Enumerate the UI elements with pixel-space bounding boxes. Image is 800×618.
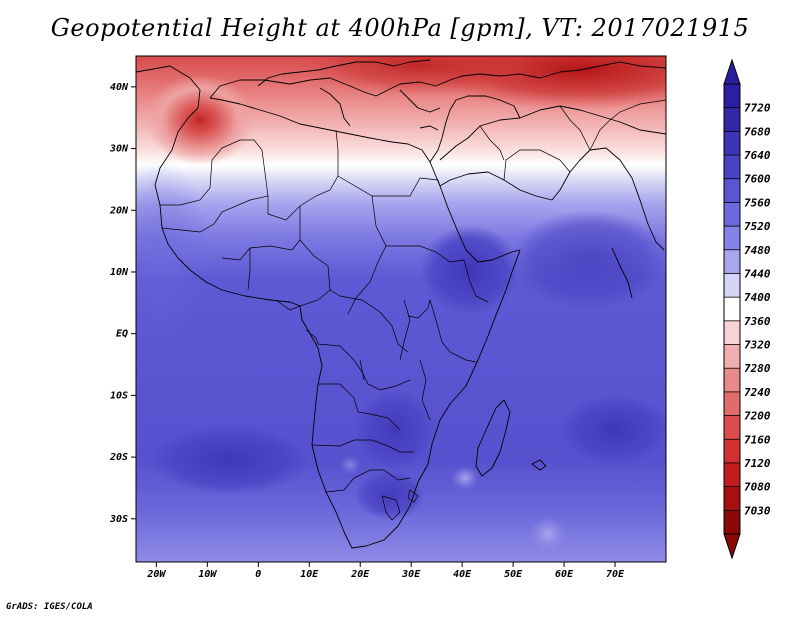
colorbar-label: 7520 (744, 220, 771, 233)
x-tick-label: 40E (453, 569, 472, 580)
x-tick-label: 0 (255, 569, 261, 580)
x-axis: 20W 10W 0 10E 20E 30E 40E 50E 60E 70E (146, 562, 625, 580)
colorbar-label: 7480 (744, 244, 771, 257)
colorbar-label: 7120 (744, 457, 771, 470)
height-field (136, 56, 666, 562)
colorbar-swatch (724, 107, 740, 132)
x-tick-label: 60E (555, 569, 574, 580)
x-tick-label: 20E (350, 569, 370, 580)
colorbar-swatch (724, 486, 740, 511)
colorbar-label: 7320 (744, 339, 771, 352)
colorbar-swatch (724, 273, 740, 298)
colorbar-label: 7080 (744, 481, 771, 494)
colorbar-label: 7680 (744, 125, 771, 138)
grads-credit: GrADS: IGES/COLA (6, 602, 93, 612)
colorbar-label: 7030 (744, 504, 771, 517)
x-tick-label: 50E (504, 569, 523, 580)
colorbar-swatch (724, 368, 740, 393)
colorbar-swatch (724, 320, 740, 345)
y-tick-label: 30N (109, 144, 129, 155)
colorbar-top-arrow (723, 58, 741, 85)
colorbar-label: 7720 (744, 102, 771, 115)
colorbar-label: 7160 (744, 433, 771, 446)
y-tick-label: 20S (109, 452, 128, 463)
colorbar-label: 7600 (744, 173, 771, 186)
colorbar-label: 7400 (744, 291, 771, 304)
colorbar-swatch (724, 131, 740, 156)
colorbar: 7720 7680 7640 7600 7560 7520 7480 7440 7400 7360… (723, 58, 771, 560)
colorbar-swatch (724, 439, 740, 464)
y-axis: 40N 30N 20N 10N EQ 10S 20S 30S (109, 82, 136, 525)
colorbar-label: 7640 (744, 149, 771, 162)
x-tick-label: 20W (146, 569, 166, 580)
colorbar-label: 7200 (744, 410, 771, 423)
colorbar-swatch (724, 249, 740, 274)
x-tick-label: 70E (606, 569, 625, 580)
x-tick-label: 30E (401, 569, 421, 580)
colorbar-label: 7280 (744, 362, 771, 375)
colorbar-swatch (724, 297, 740, 322)
y-tick-label: 40N (110, 82, 129, 93)
colorbar-swatch (724, 415, 740, 440)
country-borders (160, 99, 666, 521)
colorbar-swatch (724, 510, 740, 535)
x-tick-label: 10E (300, 569, 319, 580)
colorbar-label: 7360 (744, 315, 771, 328)
y-tick-label: 20N (109, 205, 129, 216)
colorbar-swatch (724, 462, 740, 487)
y-tick-label: 30S (109, 514, 128, 525)
colorbar-label: 7440 (744, 267, 771, 280)
page-title: Geopotential Height at 400hPa [gpm], VT:… (50, 14, 750, 42)
y-tick-label: 10S (110, 390, 128, 401)
x-tick-label: 10W (198, 569, 217, 580)
colorbar-label: 7560 (744, 196, 771, 209)
colorbar-swatch (724, 226, 740, 251)
y-tick-label: EQ (116, 329, 128, 340)
colorbar-swatch (724, 344, 740, 369)
colorbar-swatch (724, 178, 740, 203)
colorbar-swatch (724, 391, 740, 416)
colorbar-label: 7240 (744, 386, 771, 399)
colorbar-swatch (724, 202, 740, 227)
colorbar-bottom-arrow (723, 533, 741, 560)
y-tick-label: 10N (110, 267, 129, 278)
colorbar-swatch (724, 155, 740, 180)
colorbar-swatch (724, 84, 740, 108)
map-frame (135, 55, 667, 563)
